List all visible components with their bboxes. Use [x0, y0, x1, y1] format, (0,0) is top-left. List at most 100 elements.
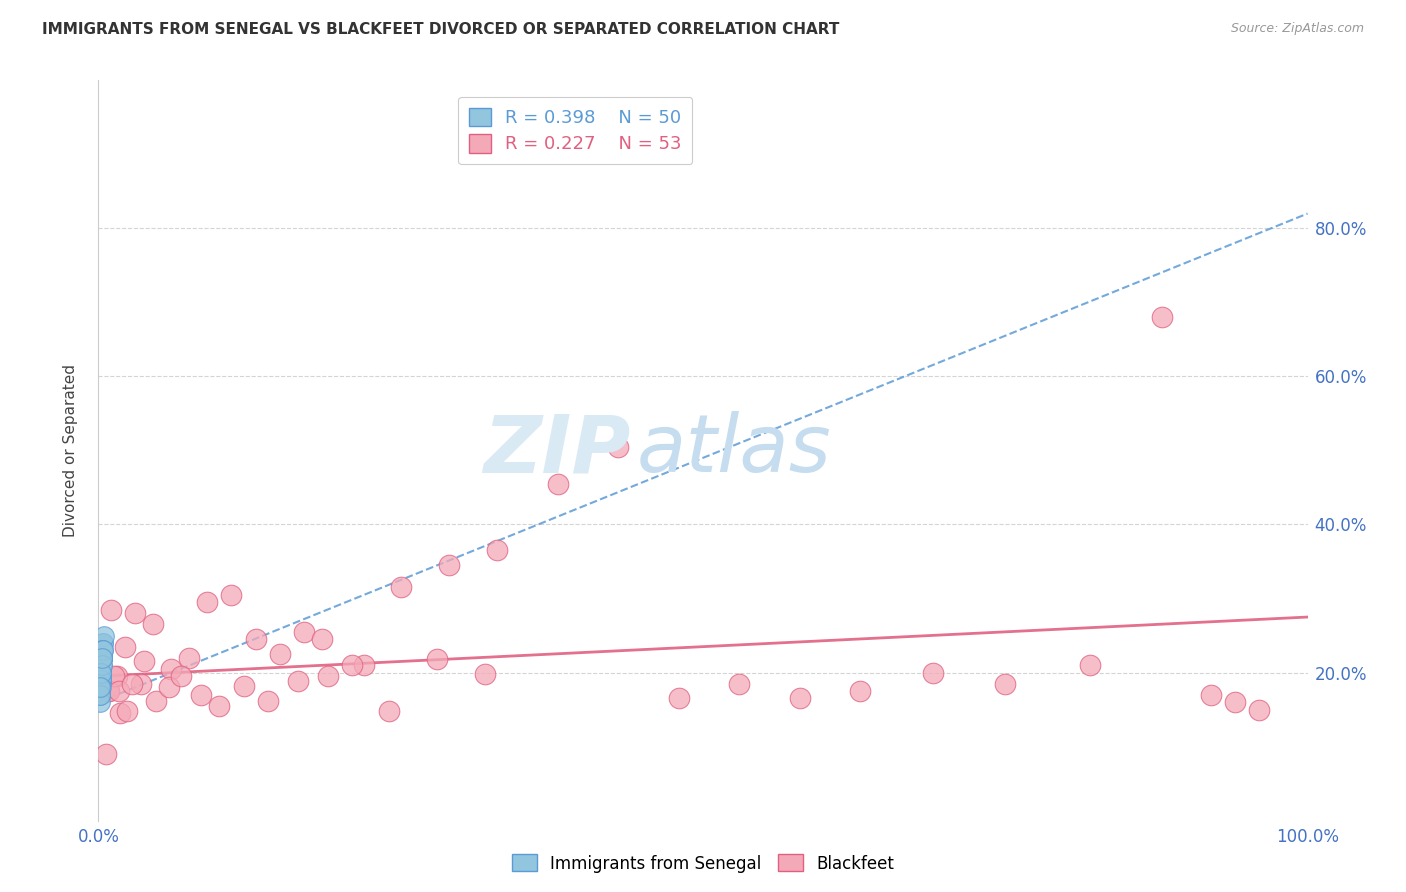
Point	[91, 658, 114, 673]
Point	[292, 624, 315, 639]
Point	[90, 665, 112, 680]
Point	[849, 684, 872, 698]
Point	[105, 669, 128, 683]
Point	[1078, 658, 1101, 673]
Point	[91, 643, 114, 657]
Point	[377, 704, 399, 718]
Point	[103, 669, 125, 683]
Point	[91, 636, 114, 650]
Text: atlas: atlas	[637, 411, 831, 490]
Point	[97, 684, 120, 698]
Point	[789, 691, 811, 706]
Point	[134, 655, 156, 669]
Point	[547, 476, 569, 491]
Point	[90, 673, 112, 687]
Point	[668, 691, 690, 706]
Point	[98, 684, 121, 698]
Point	[91, 643, 114, 657]
Point	[179, 650, 201, 665]
Point	[108, 684, 131, 698]
Point	[90, 658, 112, 673]
Point	[245, 632, 267, 647]
Point	[117, 704, 139, 718]
Point	[195, 595, 218, 609]
Point	[256, 694, 278, 708]
Point	[90, 665, 112, 680]
Point	[89, 681, 111, 695]
Point	[114, 640, 136, 654]
Point	[426, 652, 449, 666]
Point	[90, 658, 112, 673]
Point	[287, 674, 309, 689]
Point	[91, 643, 114, 657]
Point	[994, 676, 1017, 690]
Point	[389, 581, 412, 595]
Point	[89, 673, 111, 687]
Point	[91, 658, 114, 673]
Point	[1249, 703, 1271, 717]
Legend: R = 0.398    N = 50, R = 0.227    N = 53: R = 0.398 N = 50, R = 0.227 N = 53	[458, 96, 692, 164]
Point	[91, 650, 114, 665]
Point	[607, 440, 630, 454]
Point	[89, 681, 111, 695]
Y-axis label: Divorced or Separated: Divorced or Separated	[63, 364, 77, 537]
Point	[486, 543, 509, 558]
Point	[90, 665, 112, 680]
Point	[91, 650, 114, 665]
Point	[90, 665, 112, 680]
Point	[89, 688, 111, 702]
Point	[208, 698, 231, 713]
Point	[90, 673, 112, 687]
Point	[269, 647, 291, 661]
Point	[129, 676, 152, 690]
Point	[474, 667, 496, 681]
Point	[342, 658, 364, 673]
Point	[1223, 695, 1246, 709]
Point	[89, 673, 111, 687]
Point	[232, 679, 254, 693]
Point	[1152, 310, 1174, 325]
Point	[89, 673, 111, 687]
Point	[90, 673, 112, 687]
Point	[90, 665, 112, 680]
Point	[108, 706, 131, 721]
Point	[437, 558, 460, 573]
Point	[169, 669, 191, 683]
Point	[221, 588, 243, 602]
Legend: Immigrants from Senegal, Blackfeet: Immigrants from Senegal, Blackfeet	[505, 847, 901, 880]
Point	[90, 658, 112, 673]
Point	[91, 650, 114, 665]
Point	[142, 617, 165, 632]
Point	[89, 681, 111, 695]
Point	[89, 681, 111, 695]
Text: Source: ZipAtlas.com: Source: ZipAtlas.com	[1230, 22, 1364, 36]
Point	[90, 650, 112, 665]
Point	[90, 673, 112, 687]
Point	[1199, 688, 1222, 702]
Point	[89, 688, 111, 702]
Point	[160, 662, 183, 676]
Point	[157, 681, 180, 695]
Point	[145, 694, 167, 708]
Point	[91, 643, 114, 657]
Point	[89, 665, 111, 680]
Point	[91, 650, 114, 665]
Point	[89, 665, 111, 680]
Point	[90, 673, 112, 687]
Point	[121, 676, 143, 690]
Point	[91, 643, 114, 657]
Point	[124, 607, 146, 621]
Text: IMMIGRANTS FROM SENEGAL VS BLACKFEET DIVORCED OR SEPARATED CORRELATION CHART: IMMIGRANTS FROM SENEGAL VS BLACKFEET DIV…	[42, 22, 839, 37]
Point	[190, 688, 212, 702]
Point	[94, 747, 117, 761]
Point	[728, 676, 751, 690]
Text: ZIP: ZIP	[484, 411, 630, 490]
Point	[353, 658, 375, 673]
Point	[91, 650, 114, 665]
Point	[89, 681, 111, 695]
Point	[91, 636, 114, 650]
Point	[100, 602, 122, 616]
Point	[93, 628, 115, 642]
Point	[91, 650, 114, 665]
Point	[921, 665, 943, 680]
